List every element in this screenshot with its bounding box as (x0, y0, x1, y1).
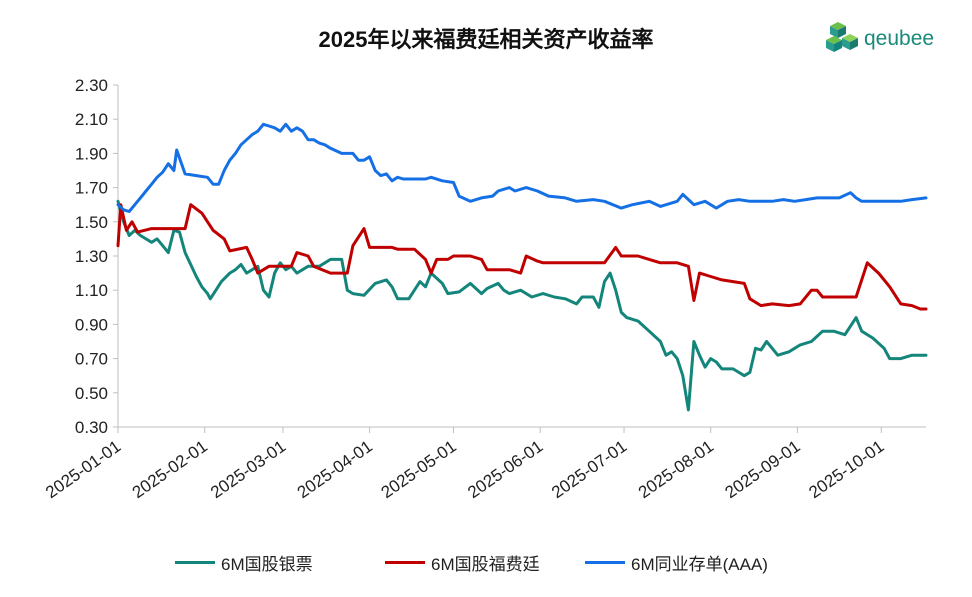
y-tick-label: 1.10 (75, 281, 108, 300)
series-line-2 (116, 203, 928, 311)
y-tick-label: 1.50 (75, 213, 108, 232)
y-tick-label: 1.30 (75, 247, 108, 266)
y-tick-label: 1.90 (75, 144, 108, 163)
legend-label: 6M国股福费廷 (431, 555, 540, 574)
y-tick-label: 2.10 (75, 110, 108, 129)
x-tick-label: 2025-03-01 (207, 437, 289, 502)
series-line-3 (116, 122, 928, 213)
legend-swatch (175, 561, 215, 564)
x-tick-label: 2025-07-01 (548, 437, 630, 502)
y-tick-label: 0.90 (75, 315, 108, 334)
series-line-1 (116, 199, 928, 412)
y-tick-label: 0.50 (75, 384, 108, 403)
x-tick-label: 2025-08-01 (635, 437, 717, 502)
chart-title: 2025年以来福费廷相关资产收益率 (318, 27, 654, 52)
y-tick-label: 0.70 (75, 350, 108, 369)
y-tick-label: 0.30 (75, 418, 108, 437)
logo-text: qeubee (864, 27, 935, 50)
legend-item-3: 6M同业存单(AAA) (585, 550, 768, 575)
y-tick-label: 2.30 (75, 76, 108, 95)
legend-item-1: 6M国股银票 (175, 550, 313, 575)
legend-label: 6M国股银票 (221, 555, 313, 574)
legend-label: 6M同业存单(AAA) (631, 555, 768, 574)
y-tick-label: 1.70 (75, 179, 108, 198)
legend-item-2: 6M国股福费廷 (385, 550, 540, 575)
x-tick-label: 2025-05-01 (378, 437, 460, 502)
x-tick-label: 2025-04-01 (294, 437, 376, 502)
legend-swatch (385, 561, 425, 564)
x-tick-label: 2025-10-01 (805, 437, 887, 502)
qeubee-logo: qeubee (824, 20, 954, 60)
x-tick-label: 2025-02-01 (129, 437, 211, 502)
legend: 6M国股银票 6M国股福费廷 6M同业存单(AAA) (0, 550, 972, 578)
x-tick-label: 2025-01-01 (42, 437, 124, 502)
cube-logo-icon (826, 22, 858, 52)
legend-swatch (585, 561, 625, 564)
x-tick-label: 2025-09-01 (722, 437, 804, 502)
x-tick-label: 2025-06-01 (464, 437, 546, 502)
